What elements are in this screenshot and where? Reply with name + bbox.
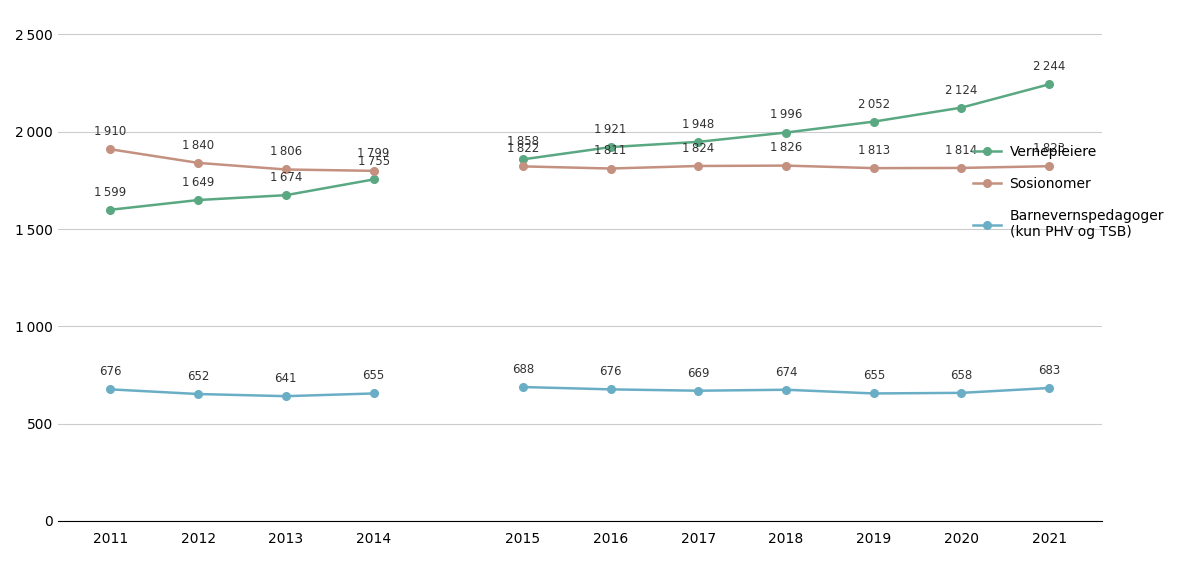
Text: 2 052: 2 052 [858, 98, 890, 111]
Text: 1 822: 1 822 [506, 142, 539, 155]
Text: 688: 688 [511, 363, 534, 376]
Text: 1 824: 1 824 [682, 142, 714, 155]
Text: 676: 676 [599, 365, 622, 378]
Text: 652: 652 [187, 370, 209, 383]
Text: 1 755: 1 755 [358, 155, 390, 168]
Text: 1 948: 1 948 [682, 118, 714, 131]
Text: 1 996: 1 996 [770, 108, 802, 121]
Text: 1 813: 1 813 [858, 144, 890, 157]
Text: 1 674: 1 674 [270, 171, 302, 184]
Text: 658: 658 [950, 369, 973, 381]
Text: 1 823: 1 823 [1033, 142, 1066, 155]
Text: 1 826: 1 826 [770, 141, 802, 154]
Text: 1 858: 1 858 [506, 135, 539, 148]
Text: 1 811: 1 811 [594, 144, 626, 158]
Text: 2 244: 2 244 [1033, 60, 1066, 73]
Text: 669: 669 [688, 366, 709, 380]
Text: 676: 676 [100, 365, 121, 378]
Text: 1 910: 1 910 [95, 125, 126, 138]
Text: 2 124: 2 124 [946, 84, 978, 96]
Text: 683: 683 [1038, 364, 1061, 377]
Text: 1 921: 1 921 [594, 123, 626, 136]
Text: 655: 655 [362, 369, 385, 383]
Text: 641: 641 [275, 372, 298, 385]
Legend: Vernepleiere, Sosionomer, Barnevernspedagoger
(kun PHV og TSB): Vernepleiere, Sosionomer, Barnevernspeda… [968, 139, 1170, 245]
Text: 1 799: 1 799 [358, 147, 390, 160]
Text: 1 840: 1 840 [182, 139, 214, 152]
Text: 1 806: 1 806 [270, 145, 302, 158]
Text: 1 599: 1 599 [95, 186, 126, 199]
Text: 1 814: 1 814 [946, 144, 978, 157]
Text: 674: 674 [775, 366, 797, 379]
Text: 655: 655 [863, 369, 884, 383]
Text: 1 649: 1 649 [182, 176, 215, 189]
